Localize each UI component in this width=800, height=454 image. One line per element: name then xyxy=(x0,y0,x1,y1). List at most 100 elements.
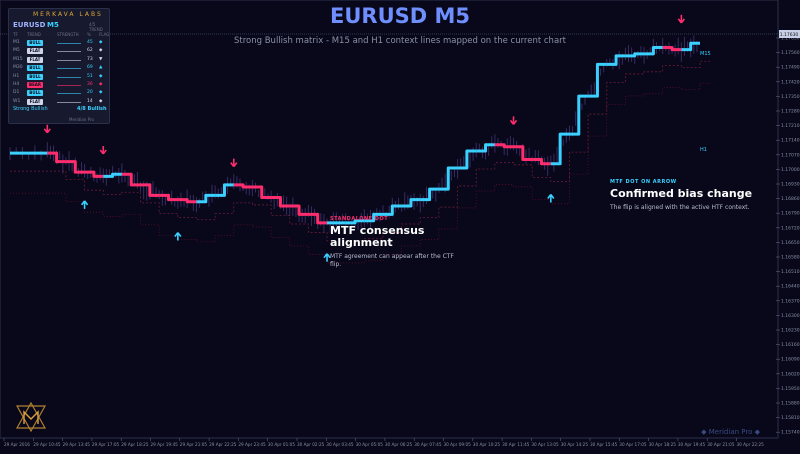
htf-step-line xyxy=(10,82,710,264)
row-trend-badge: BULL xyxy=(27,65,43,72)
row-pct: 73 xyxy=(87,56,93,62)
arrow-up-icon xyxy=(80,200,89,209)
trend-segment xyxy=(103,172,122,178)
header-trend: TREND xyxy=(27,32,41,37)
row-trend-badge: BULL xyxy=(27,40,43,46)
x-tick-label: 30 Apr 10:25 xyxy=(473,442,501,447)
trend-segment xyxy=(569,94,589,136)
y-tick-label: 1.16510 xyxy=(781,269,800,275)
row-tf: D1 xyxy=(13,90,20,96)
y-tick-label: 1.16230 xyxy=(781,328,800,334)
header-strength: STRENGTH xyxy=(57,32,79,37)
trend-segment xyxy=(662,45,682,52)
trend-segment xyxy=(215,183,234,197)
row-strength-bar xyxy=(57,85,81,86)
row-pct: 45 xyxy=(87,40,93,45)
x-tick-label: 30 Apr 14:25 xyxy=(561,442,589,447)
y-tick-label: 1.17420 xyxy=(781,79,800,85)
panel-row: M5 FLAT 62 ◆ xyxy=(9,47,109,56)
chart-subtitle: Strong Bullish matrix - M15 and H1 conte… xyxy=(234,36,566,46)
row-strength-bar xyxy=(57,76,81,78)
x-tick-label: 30 Apr 01:05 xyxy=(268,442,296,447)
row-strength-bar xyxy=(57,51,81,53)
x-tick-label: 30 Apr 09:05 xyxy=(444,442,472,447)
row-trend-badge: FLAT xyxy=(27,98,43,105)
x-tick-label: 29 Apr 21:05 xyxy=(180,442,208,447)
arrow-down-icon xyxy=(230,158,238,168)
x-tick-label: 29 Apr 10:45 xyxy=(33,442,61,447)
watermark: ◆ Meridian Pro ◆ xyxy=(701,428,760,436)
row-trend-badge: FLAT xyxy=(27,48,43,55)
current-price-box xyxy=(779,30,800,38)
y-tick-label: 1.16090 xyxy=(781,357,800,363)
y-axis: 1.17630 1.17560 1.17490 1.17420 1.17350 1.172… xyxy=(776,36,800,436)
panel-row: M1 BULL 45 ◆ xyxy=(9,39,109,48)
trend-segment xyxy=(364,212,383,223)
panel-footer-score: 4/8 Bullish xyxy=(77,106,107,112)
arrow-down-icon xyxy=(99,145,107,155)
row-trend-badge: BULL xyxy=(27,90,43,97)
row-flag-icon: ▼ xyxy=(99,56,103,62)
arrow-down-icon xyxy=(43,124,51,134)
trend-segment xyxy=(84,170,104,178)
trend-segment xyxy=(140,183,160,197)
annotation-2-body: The flip is aligned with the active HTF … xyxy=(610,204,750,211)
trend-segment xyxy=(513,145,533,161)
panel-row: M30 BULL 69 ▲ xyxy=(9,64,109,73)
trend-line xyxy=(10,41,700,225)
row-flag-icon: ◆ xyxy=(99,73,103,79)
y-tick-label: 1.17070 xyxy=(781,152,800,158)
row-tf: M15 xyxy=(13,56,23,62)
trend-segment xyxy=(65,160,85,174)
x-tick-label: 30 Apr 17:05 xyxy=(619,442,647,447)
header-flag: FLAG xyxy=(99,32,110,37)
row-pct: 20 xyxy=(87,90,93,96)
mtf-panel: MERKAVA LABS EURUSD M5 4/5 TREND TF TREN… xyxy=(8,8,110,124)
y-tick-label: 1.17000 xyxy=(781,167,800,173)
trend-segment xyxy=(532,157,551,166)
row-pct: 62 xyxy=(87,48,93,54)
annotation-1-body: MTF agreement can appear after the CTF f… xyxy=(330,253,454,268)
y-tick-label: 1.17280 xyxy=(781,109,800,115)
trend-segment xyxy=(681,41,700,52)
x-tick-label: 29 Apr 2016 xyxy=(4,442,30,447)
x-tick-label: 30 Apr 05:05 xyxy=(356,442,384,447)
row-flag-icon: ◆ xyxy=(99,82,103,87)
current-price-label: 1.17630 xyxy=(780,32,799,38)
row-tf: M5 xyxy=(13,48,20,54)
x-tick-label: 30 Apr 07:45 xyxy=(414,442,442,447)
trend-segment xyxy=(606,54,626,66)
trend-segment xyxy=(289,204,309,216)
trend-segment xyxy=(121,172,141,187)
trend-segment xyxy=(644,45,663,56)
row-flag-icon: ◆ xyxy=(99,48,103,54)
trend-segment xyxy=(233,183,253,189)
trend-segment xyxy=(252,185,272,200)
symbol-label: EURUSD xyxy=(13,21,46,29)
y-tick-label: 1.15950 xyxy=(781,386,800,392)
panel-row: H4 BEAR 36 ◆ xyxy=(9,81,109,90)
trend-segment xyxy=(625,52,645,58)
trend-segment xyxy=(308,212,328,225)
panel-row: W1 FLAT 14 ◆ xyxy=(9,98,109,107)
trend-segment xyxy=(47,151,66,164)
trend-segment xyxy=(494,143,514,149)
row-tf: H1 xyxy=(13,73,20,79)
h1-label: H1 xyxy=(700,147,707,153)
brand-label: MERKAVA LABS xyxy=(33,11,103,18)
row-flag-icon: ◆ xyxy=(99,98,103,104)
x-tick-label: 29 Apr 13:45 xyxy=(63,442,91,447)
plot-frame xyxy=(0,0,779,439)
row-flag-icon: ◆ xyxy=(99,90,103,96)
row-pct: 14 xyxy=(87,98,93,104)
y-tick-label: 1.16860 xyxy=(781,196,800,202)
y-tick-label: 1.15810 xyxy=(781,415,800,421)
row-trend-badge: BEAR xyxy=(27,82,43,88)
arrow-down-icon xyxy=(509,116,518,125)
row-tf: M30 xyxy=(13,65,23,71)
y-tick-label: 1.16440 xyxy=(781,284,800,290)
y-tick-label: 1.17630 xyxy=(781,36,800,42)
trend-segment xyxy=(550,132,570,166)
arrow-down-icon xyxy=(677,14,685,24)
